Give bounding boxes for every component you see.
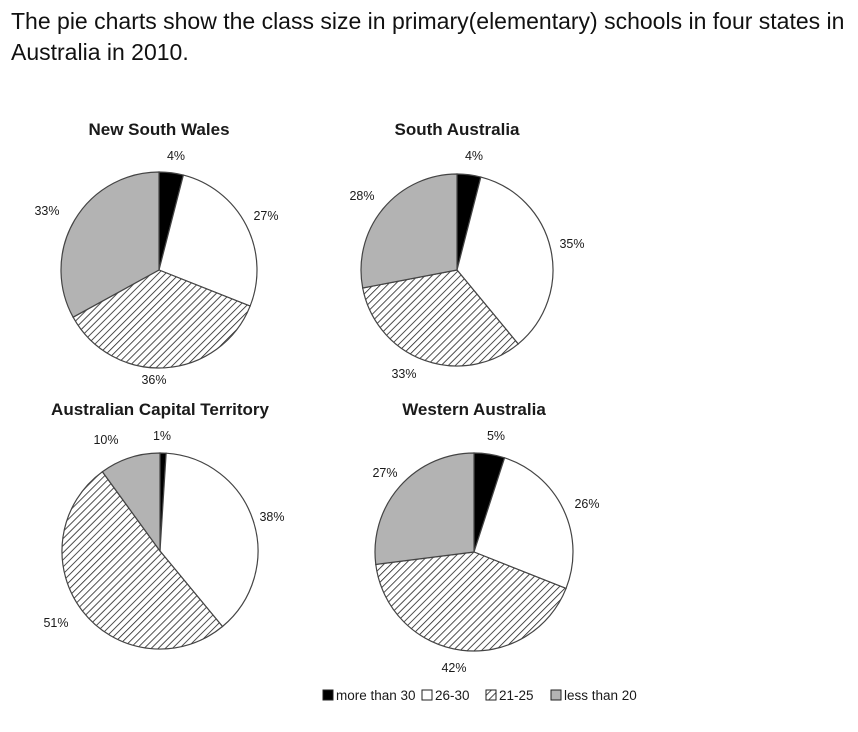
slice-26-30 — [473, 457, 574, 590]
legend-swatch — [550, 689, 562, 701]
legend-item-more-than-30: more than 30 — [322, 688, 416, 703]
slice-26-30 — [158, 174, 258, 307]
slice-21-25 — [72, 269, 251, 369]
slice-less-than-20 — [374, 452, 475, 566]
data-label-26-30: 38% — [259, 510, 284, 524]
legend-swatch — [421, 689, 433, 701]
pie-chart-1: New South Wales 4% 27% 36% 33% — [34, 120, 278, 387]
data-label-26-30: 27% — [253, 209, 278, 223]
legend-item-less-than-20: less than 20 — [550, 688, 637, 703]
data-label-21-25: 42% — [441, 661, 466, 675]
pie-title: New South Wales — [88, 120, 229, 139]
pie-title: South Australia — [395, 120, 521, 139]
data-label-26-30: 26% — [574, 497, 599, 511]
legend-label: 21-25 — [499, 688, 534, 703]
slice-less-than-20 — [101, 452, 161, 553]
data-label-21-25: 51% — [43, 616, 68, 630]
data-label-less-than-20: 33% — [34, 204, 59, 218]
legend-label: more than 30 — [336, 688, 416, 703]
slice-26-30 — [456, 176, 554, 345]
slice-less-than-20 — [360, 173, 458, 289]
pie-title: Australian Capital Territory — [51, 400, 269, 419]
slice-21-25 — [361, 269, 520, 367]
legend-item-21-25: 21-25 — [485, 688, 534, 703]
legend-label: less than 20 — [564, 688, 637, 703]
legend-swatch — [485, 689, 497, 701]
slice-26-30 — [159, 452, 259, 628]
pie-title: Western Australia — [402, 400, 546, 419]
data-label-more-than-30: 5% — [487, 429, 505, 443]
slice-21-25 — [375, 551, 567, 652]
data-label-more-than-30: 4% — [465, 149, 483, 163]
pie-chart-2: South Australia 4% 35% 33% 28% — [349, 120, 584, 381]
legend-item-26-30: 26-30 — [421, 688, 470, 703]
slice-21-25 — [61, 470, 224, 650]
legend-label: 26-30 — [435, 688, 470, 703]
data-label-less-than-20: 28% — [349, 189, 374, 203]
data-label-less-than-20: 10% — [93, 433, 118, 447]
data-label-more-than-30: 4% — [167, 149, 185, 163]
data-label-more-than-30: 1% — [153, 429, 171, 443]
legend: more than 30 26-30 21-25 less than 20 — [322, 688, 637, 703]
data-label-26-30: 35% — [559, 237, 584, 251]
page-heading: The pie charts show the class size in pr… — [11, 8, 845, 65]
data-label-less-than-20: 27% — [372, 466, 397, 480]
legend-swatch — [322, 689, 334, 701]
data-label-21-25: 33% — [391, 367, 416, 381]
data-label-21-25: 36% — [141, 373, 166, 387]
slice-less-than-20 — [60, 171, 160, 319]
pie-chart-3: Australian Capital Territory 1% 38% 51% 10% — [43, 400, 285, 650]
pie-chart-4: Western Australia 5% 26% 42% 27% — [372, 400, 599, 675]
